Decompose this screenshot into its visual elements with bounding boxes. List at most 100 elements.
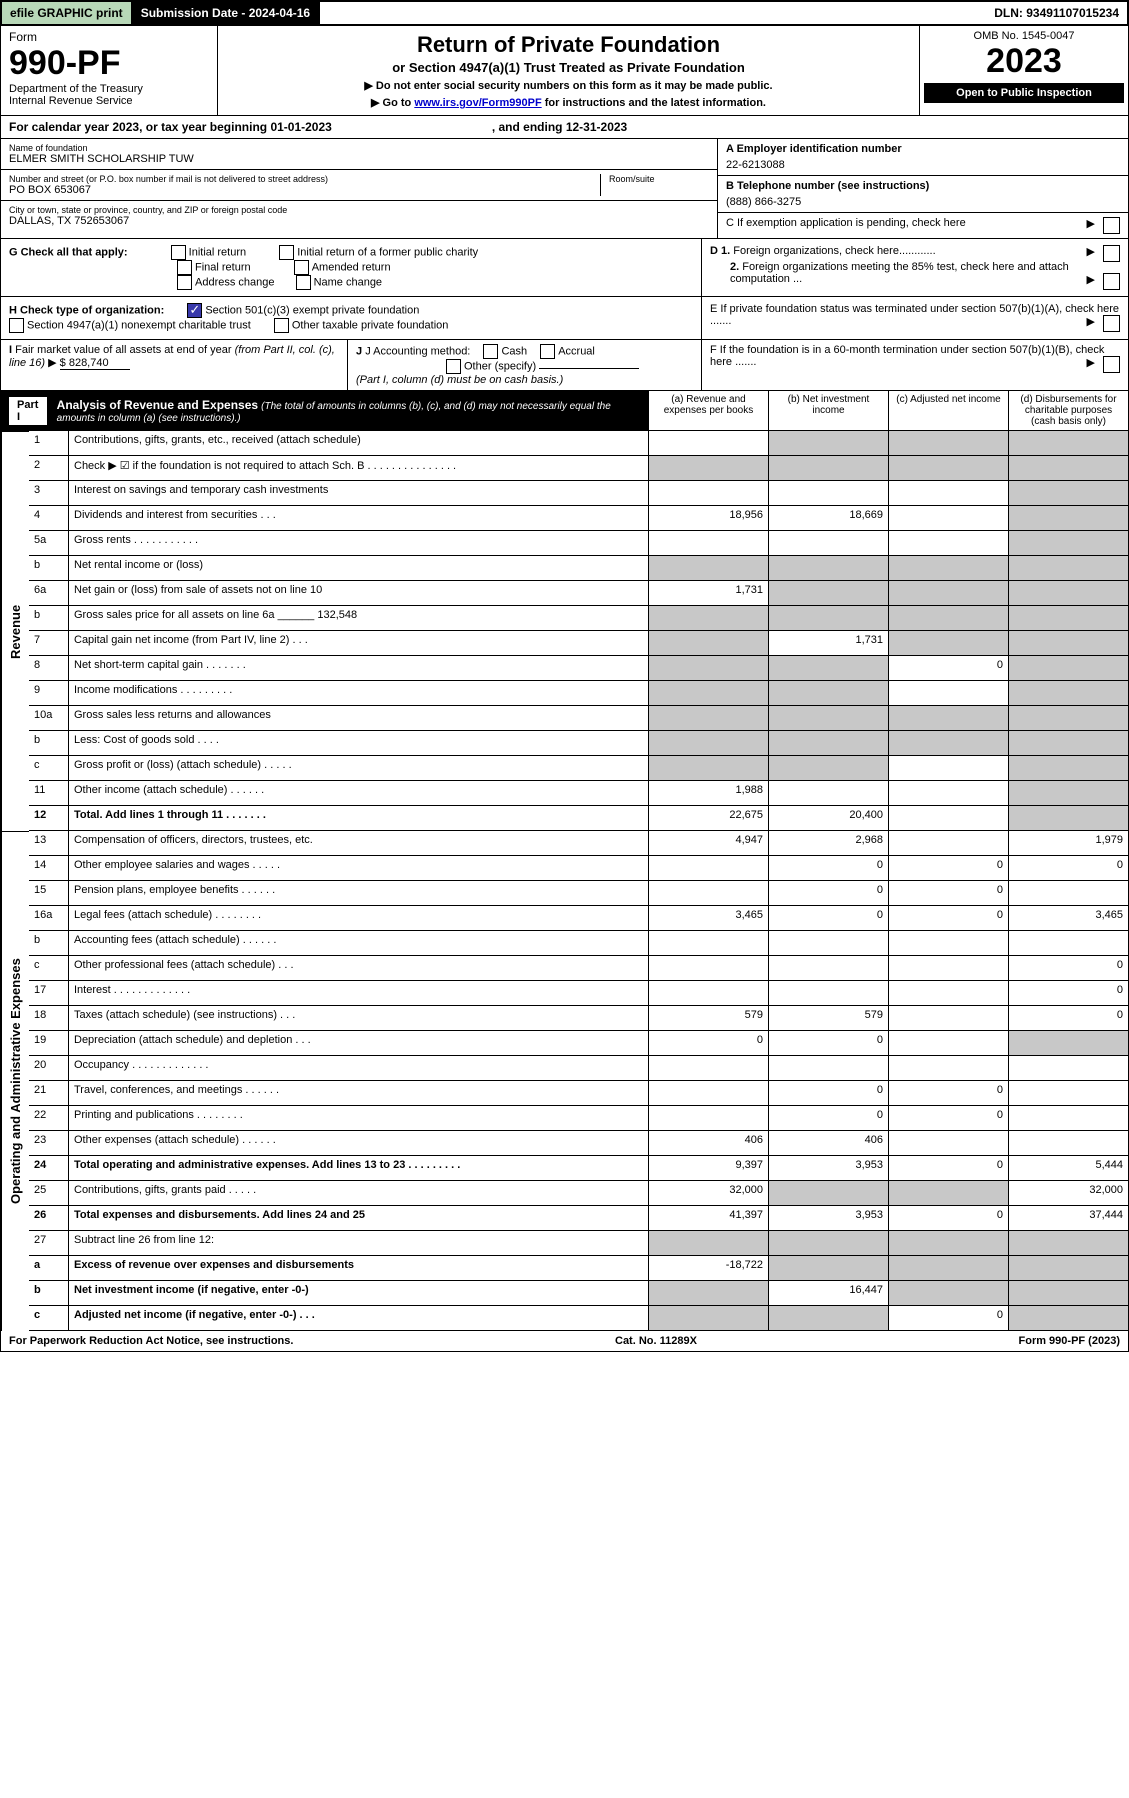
- cell-value: [889, 756, 1009, 781]
- cell-value: 16,447: [769, 1281, 889, 1306]
- j-other[interactable]: [446, 359, 461, 374]
- part1-label: Part I: [9, 397, 47, 425]
- cell-value: [1009, 556, 1129, 581]
- cell-value: [889, 1056, 1009, 1081]
- cell-value: [649, 681, 769, 706]
- cell-value: 0: [1009, 981, 1129, 1006]
- g-initial-former[interactable]: [279, 245, 294, 260]
- d2-checkbox[interactable]: [1103, 273, 1120, 290]
- cell-value: [1009, 606, 1129, 631]
- line-description: Pension plans, employee benefits . . . .…: [69, 881, 649, 906]
- col-b-header: (b) Net investment income: [769, 391, 889, 431]
- line-description: Interest on savings and temporary cash i…: [69, 481, 649, 506]
- cell-value: [649, 1306, 769, 1331]
- line-number: 10a: [29, 706, 69, 731]
- j-cash[interactable]: [483, 344, 498, 359]
- g-name-change[interactable]: [296, 275, 311, 290]
- cell-value: [769, 756, 889, 781]
- cell-value: [1009, 1256, 1129, 1281]
- cell-value: [889, 631, 1009, 656]
- d1-checkbox[interactable]: [1103, 245, 1120, 262]
- line-description: Other professional fees (attach schedule…: [69, 956, 649, 981]
- line-number: 7: [29, 631, 69, 656]
- line-number: 12: [29, 806, 69, 831]
- cell-value: [769, 481, 889, 506]
- cell-value: 0: [1009, 1006, 1129, 1031]
- expenses-side-label: Operating and Administrative Expenses: [1, 831, 29, 1331]
- cell-value: [1009, 1081, 1129, 1106]
- line-description: Contributions, gifts, grants paid . . . …: [69, 1181, 649, 1206]
- i-label: Fair market value of all assets at end o…: [9, 344, 335, 369]
- cell-value: [649, 556, 769, 581]
- footer: For Paperwork Reduction Act Notice, see …: [0, 1331, 1129, 1352]
- c-checkbox[interactable]: [1103, 217, 1120, 234]
- line-number: 11: [29, 781, 69, 806]
- cell-value: 32,000: [649, 1181, 769, 1206]
- submission-date: Submission Date - 2024-04-16: [133, 2, 320, 24]
- cell-value: [889, 456, 1009, 481]
- cell-value: [889, 831, 1009, 856]
- line-number: 2: [29, 456, 69, 481]
- line-description: Gross sales less returns and allowances: [69, 706, 649, 731]
- cell-value: 3,465: [649, 906, 769, 931]
- cell-value: 0: [769, 906, 889, 931]
- cell-value: 20,400: [769, 806, 889, 831]
- cell-value: [889, 981, 1009, 1006]
- tel-label: B Telephone number (see instructions): [726, 180, 1120, 192]
- h-501c3[interactable]: [187, 303, 202, 318]
- cell-value: [889, 681, 1009, 706]
- line-description: Less: Cost of goods sold . . . .: [69, 731, 649, 756]
- cell-value: [1009, 1131, 1129, 1156]
- line-description: Net investment income (if negative, ente…: [69, 1281, 649, 1306]
- cell-value: [769, 931, 889, 956]
- e-checkbox[interactable]: [1103, 315, 1120, 332]
- line-description: Gross sales price for all assets on line…: [69, 606, 649, 631]
- g-initial-return[interactable]: [171, 245, 186, 260]
- form-label: Form: [9, 30, 209, 44]
- top-bar: efile GRAPHIC print Submission Date - 20…: [0, 0, 1129, 26]
- cell-value: [649, 931, 769, 956]
- cell-value: 0: [889, 1106, 1009, 1131]
- cell-value: [1009, 1031, 1129, 1056]
- h-other-taxable[interactable]: [274, 318, 289, 333]
- cell-value: [769, 681, 889, 706]
- cell-value: [889, 1006, 1009, 1031]
- cell-value: [649, 606, 769, 631]
- line-number: 23: [29, 1131, 69, 1156]
- g-address-change[interactable]: [177, 275, 192, 290]
- foundation-info: Name of foundation ELMER SMITH SCHOLARSH…: [0, 139, 1129, 239]
- footer-left: For Paperwork Reduction Act Notice, see …: [9, 1335, 293, 1347]
- line-description: Dividends and interest from securities .…: [69, 506, 649, 531]
- efile-print-button[interactable]: efile GRAPHIC print: [2, 2, 133, 24]
- line-number: 8: [29, 656, 69, 681]
- j-accrual[interactable]: [540, 344, 555, 359]
- cell-value: [769, 431, 889, 456]
- cell-value: [769, 781, 889, 806]
- section-ijf: I Fair market value of all assets at end…: [0, 340, 1129, 391]
- line-number: a: [29, 1256, 69, 1281]
- cell-value: 5,444: [1009, 1156, 1129, 1181]
- cell-value: 22,675: [649, 806, 769, 831]
- line-number: 24: [29, 1156, 69, 1181]
- line-description: Interest . . . . . . . . . . . . .: [69, 981, 649, 1006]
- cell-value: 3,953: [769, 1156, 889, 1181]
- f-checkbox[interactable]: [1103, 356, 1120, 373]
- irs-link[interactable]: www.irs.gov/Form990PF: [414, 97, 541, 109]
- line-number: 4: [29, 506, 69, 531]
- h-4947[interactable]: [9, 318, 24, 333]
- line-description: Capital gain net income (from Part IV, l…: [69, 631, 649, 656]
- cell-value: 406: [769, 1131, 889, 1156]
- cell-value: [769, 1306, 889, 1331]
- g-final-return[interactable]: [177, 260, 192, 275]
- cell-value: [1009, 806, 1129, 831]
- col-c-header: (c) Adjusted net income: [889, 391, 1009, 431]
- form-subtitle: or Section 4947(a)(1) Trust Treated as P…: [224, 60, 913, 75]
- foundation-address: PO BOX 653067: [9, 184, 592, 196]
- room-label: Room/suite: [609, 174, 709, 184]
- g-amended-return[interactable]: [294, 260, 309, 275]
- cell-value: [889, 581, 1009, 606]
- cell-value: [649, 881, 769, 906]
- cell-value: [1009, 1281, 1129, 1306]
- part1-title: Analysis of Revenue and Expenses: [57, 398, 258, 412]
- line-description: Other expenses (attach schedule) . . . .…: [69, 1131, 649, 1156]
